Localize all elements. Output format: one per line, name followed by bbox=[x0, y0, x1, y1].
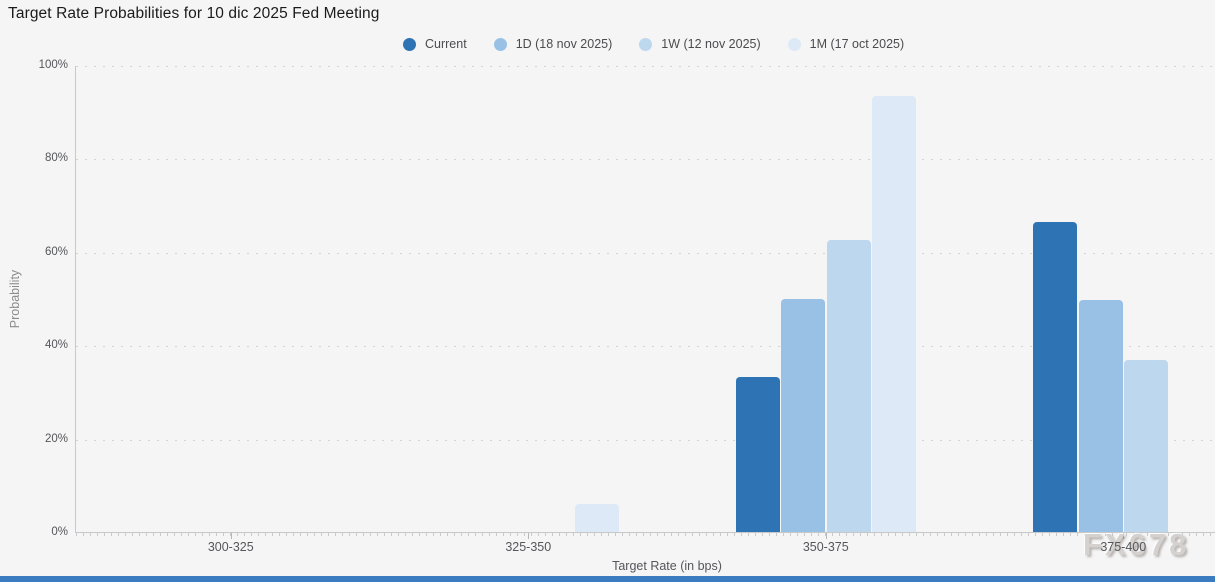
page-title: Target Rate Probabilities for 10 dic 202… bbox=[8, 5, 380, 22]
x-axis-title: Target Rate (in bps) bbox=[612, 559, 722, 573]
y-axis-line bbox=[75, 66, 76, 533]
legend-item-1m-17-oct-2025[interactable]: 1M (17 oct 2025) bbox=[787, 37, 905, 51]
legend-dot-icon bbox=[787, 37, 801, 51]
legend-item-1d-18-nov-2025[interactable]: 1D (18 nov 2025) bbox=[493, 37, 613, 51]
legend-item-label: 1D (18 nov 2025) bbox=[515, 37, 613, 51]
bar-1m-17-oct-2025-325-350[interactable] bbox=[574, 503, 619, 533]
gridline-80pct bbox=[76, 159, 1215, 161]
x-axis-minor-ticks bbox=[76, 533, 1215, 536]
y-tick-label-40pct: 40% bbox=[44, 339, 68, 352]
gridline-60pct bbox=[76, 252, 1215, 254]
bar-1d-18-nov-2025-350-375[interactable] bbox=[781, 298, 825, 533]
watermark: FX678 bbox=[1083, 527, 1190, 562]
x-tick-label-350-375: 350-375 bbox=[802, 540, 849, 554]
legend-item-label: Current bbox=[425, 37, 467, 51]
bar-1d-18-nov-2025-375-400[interactable] bbox=[1078, 300, 1123, 533]
gridline-20pct bbox=[76, 439, 1215, 441]
legend-item-label: 1W (12 nov 2025) bbox=[661, 37, 761, 51]
x-axis-tick-300-325 bbox=[230, 533, 232, 539]
y-axis-title: Probability bbox=[8, 269, 22, 329]
legend-dot-icon bbox=[639, 37, 653, 51]
legend-dot-icon bbox=[403, 37, 416, 51]
y-tick-label-100pct: 100% bbox=[38, 59, 68, 71]
bar-current-350-375[interactable] bbox=[735, 377, 780, 533]
y-tick-label-60pct: 60% bbox=[44, 245, 68, 258]
x-axis-tick-350-375 bbox=[825, 533, 827, 539]
x-tick-label-300-325: 300-325 bbox=[207, 540, 254, 554]
y-tick-label-0pct: 0% bbox=[51, 526, 68, 538]
legend-item-1w-12-nov-2025[interactable]: 1W (12 nov 2025) bbox=[639, 37, 761, 51]
y-tick-label-80pct: 80% bbox=[44, 152, 68, 165]
gridline-100pct bbox=[76, 66, 1215, 67]
x-axis-tick-325-350 bbox=[528, 533, 530, 539]
bar-1w-12-nov-2025-375-400[interactable] bbox=[1124, 359, 1168, 533]
y-tick-label-20pct: 20% bbox=[44, 432, 68, 445]
x-axis-line bbox=[75, 532, 1215, 533]
x-tick-label-375-400: 375-400 bbox=[1100, 540, 1147, 554]
horizontal-scrollbar[interactable] bbox=[0, 576, 1215, 582]
gridline-40pct bbox=[76, 346, 1215, 348]
x-axis-tick-375-400 bbox=[1123, 533, 1125, 539]
bar-1w-12-nov-2025-350-375[interactable] bbox=[826, 239, 871, 533]
bar-current-375-400[interactable] bbox=[1033, 221, 1077, 533]
x-tick-label-325-350: 325-350 bbox=[505, 540, 552, 554]
legend-item-current[interactable]: Current bbox=[403, 37, 467, 51]
bar-1m-17-oct-2025-350-375[interactable] bbox=[872, 95, 916, 533]
legend-item-label: 1M (17 oct 2025) bbox=[809, 37, 905, 51]
legend: Current 1D (18 nov 2025) 1W (12 nov 2025) 1… bbox=[403, 36, 904, 52]
legend-dot-icon bbox=[493, 37, 507, 51]
